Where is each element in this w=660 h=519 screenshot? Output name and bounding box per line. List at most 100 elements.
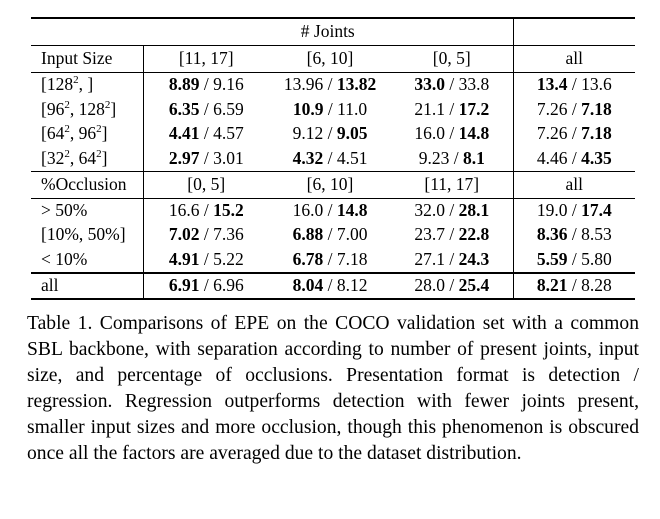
detection-value: 16.6 bbox=[168, 200, 200, 220]
value-cell: 8.36 / 8.53 bbox=[513, 223, 635, 247]
detection-value: 6.35 bbox=[168, 98, 200, 119]
table-row: [1282, ] 8.89 / 9.16 13.96 / 13.82 33.0 … bbox=[31, 72, 635, 98]
regression-value: 7.36 bbox=[213, 224, 244, 245]
detection-value: 33.0 bbox=[414, 74, 445, 95]
value-cell: 6.35 / 6.59 bbox=[143, 97, 269, 121]
row-label: > 50% bbox=[31, 198, 144, 223]
value-separator: / bbox=[444, 74, 459, 95]
value-separator: / bbox=[444, 98, 459, 119]
value-separator: / bbox=[567, 74, 582, 95]
value-separator: / bbox=[444, 200, 459, 220]
row-label: [1282, ] bbox=[31, 72, 144, 98]
regression-value: 24.3 bbox=[458, 248, 490, 269]
value-separator: / bbox=[444, 224, 459, 245]
regression-value: 6.59 bbox=[213, 98, 244, 119]
regression-value: 14.8 bbox=[336, 200, 368, 220]
value-cell: 27.1 / 24.3 bbox=[391, 247, 514, 273]
table-row: [10%, 50%] 7.02 / 7.36 6.88 / 7.00 23.7 … bbox=[31, 222, 635, 248]
detection-value: 23.7 bbox=[414, 224, 445, 245]
group-header-joints: # Joints bbox=[143, 17, 514, 46]
table-row: [322, 642] 2.97 / 3.01 4.32 / 4.51 9.23 … bbox=[31, 146, 636, 172]
regression-value: 25.4 bbox=[458, 275, 490, 296]
value-cell: 4.91 / 5.22 bbox=[143, 247, 269, 272]
value-cell: 21.1 / 17.2 bbox=[391, 97, 514, 122]
row-label: [322, 642] bbox=[31, 146, 144, 172]
regression-value: 33.8 bbox=[458, 74, 490, 95]
value-cell: 8.89 / 9.16 bbox=[143, 73, 269, 98]
value-separator: / bbox=[323, 74, 337, 95]
value-separator: / bbox=[444, 248, 459, 269]
value-separator: / bbox=[567, 248, 582, 269]
detection-value: 16.0 bbox=[414, 123, 445, 144]
detection-value: 4.91 bbox=[168, 248, 200, 269]
detection-value: 2.97 bbox=[168, 147, 200, 168]
section1-label-header: Input Size bbox=[31, 45, 144, 73]
regression-value: 11.0 bbox=[337, 98, 368, 119]
detection-value: 27.1 bbox=[414, 248, 445, 269]
regression-value: 8.12 bbox=[336, 275, 368, 296]
column-header: all bbox=[513, 170, 636, 199]
value-cell: 32.0 / 28.1 bbox=[391, 198, 514, 223]
detection-value: 6.91 bbox=[168, 275, 200, 296]
value-cell: 13.4 / 13.6 bbox=[513, 73, 635, 98]
value-separator: / bbox=[323, 275, 337, 296]
detection-value: 5.59 bbox=[536, 248, 568, 269]
value-separator: / bbox=[199, 200, 214, 220]
regression-value: 4.57 bbox=[213, 123, 244, 144]
detection-value: 32.0 bbox=[414, 200, 445, 220]
regression-value: 9.05 bbox=[336, 123, 368, 144]
regression-value: 7.18 bbox=[581, 98, 612, 119]
regression-value: 4.51 bbox=[336, 147, 368, 168]
group-header-row: # Joints bbox=[31, 17, 636, 46]
value-separator: / bbox=[567, 275, 582, 296]
value-cell: 28.0 / 25.4 bbox=[391, 271, 514, 301]
regression-value: 4.35 bbox=[581, 147, 612, 168]
detection-value: 13.96 bbox=[283, 74, 324, 95]
row-label: [10%, 50%] bbox=[31, 222, 144, 248]
value-separator: / bbox=[449, 147, 463, 168]
detection-value: 9.23 bbox=[418, 147, 450, 168]
detection-value: 6.88 bbox=[292, 224, 324, 245]
row-label: [962, 1282] bbox=[31, 97, 144, 122]
value-separator: / bbox=[199, 248, 214, 269]
value-separator: / bbox=[567, 200, 582, 220]
value-cell: 4.46 / 4.35 bbox=[513, 146, 636, 172]
value-cell: 10.9 / 11.0 bbox=[269, 97, 391, 121]
results-table: # Joints Input Size [11, 17] [6, 10] [0,… bbox=[31, 17, 636, 301]
column-header: [6, 10] bbox=[269, 45, 391, 73]
value-cell: 5.59 / 5.80 bbox=[513, 247, 635, 272]
column-header: [0, 5] bbox=[391, 45, 514, 73]
regression-value: 7.18 bbox=[336, 248, 368, 269]
value-cell: 6.88 / 7.00 bbox=[269, 223, 391, 247]
value-cell: 8.04 / 8.12 bbox=[269, 271, 391, 301]
regression-value: 5.22 bbox=[213, 248, 244, 269]
detection-value: 21.1 bbox=[414, 98, 445, 119]
value-separator: / bbox=[444, 123, 459, 144]
section1-header-row: Input Size [11, 17] [6, 10] [0, 5] all bbox=[31, 45, 636, 73]
value-separator: / bbox=[323, 98, 338, 119]
value-separator: / bbox=[199, 74, 214, 95]
value-cell: 16.0 / 14.8 bbox=[269, 198, 391, 223]
detection-value: 9.12 bbox=[292, 123, 324, 144]
value-cell: 13.96 / 13.82 bbox=[269, 73, 391, 98]
table-caption: Table 1. Comparisons of EPE on the COCO … bbox=[27, 313, 639, 464]
regression-value: 5.80 bbox=[581, 248, 612, 269]
value-cell: 23.7 / 22.8 bbox=[391, 222, 514, 248]
detection-value: 13.4 bbox=[536, 74, 568, 95]
regression-value: 15.2 bbox=[213, 200, 244, 220]
regression-value: 28.1 bbox=[458, 200, 490, 220]
value-separator: / bbox=[199, 147, 214, 168]
detection-value: 8.89 bbox=[168, 74, 200, 95]
detection-value: 4.32 bbox=[292, 147, 324, 168]
regression-value: 17.4 bbox=[581, 200, 612, 220]
value-separator: / bbox=[323, 123, 337, 144]
row-label: all bbox=[31, 271, 144, 301]
value-separator: / bbox=[199, 224, 214, 245]
column-header: [11, 17] bbox=[391, 170, 514, 199]
regression-value: 9.16 bbox=[213, 74, 244, 95]
value-separator: / bbox=[323, 224, 337, 245]
detection-value: 16.0 bbox=[292, 200, 324, 220]
detection-value: 10.9 bbox=[292, 98, 324, 119]
regression-value: 13.6 bbox=[581, 74, 612, 95]
value-cell: 8.21 / 8.28 bbox=[513, 271, 636, 301]
